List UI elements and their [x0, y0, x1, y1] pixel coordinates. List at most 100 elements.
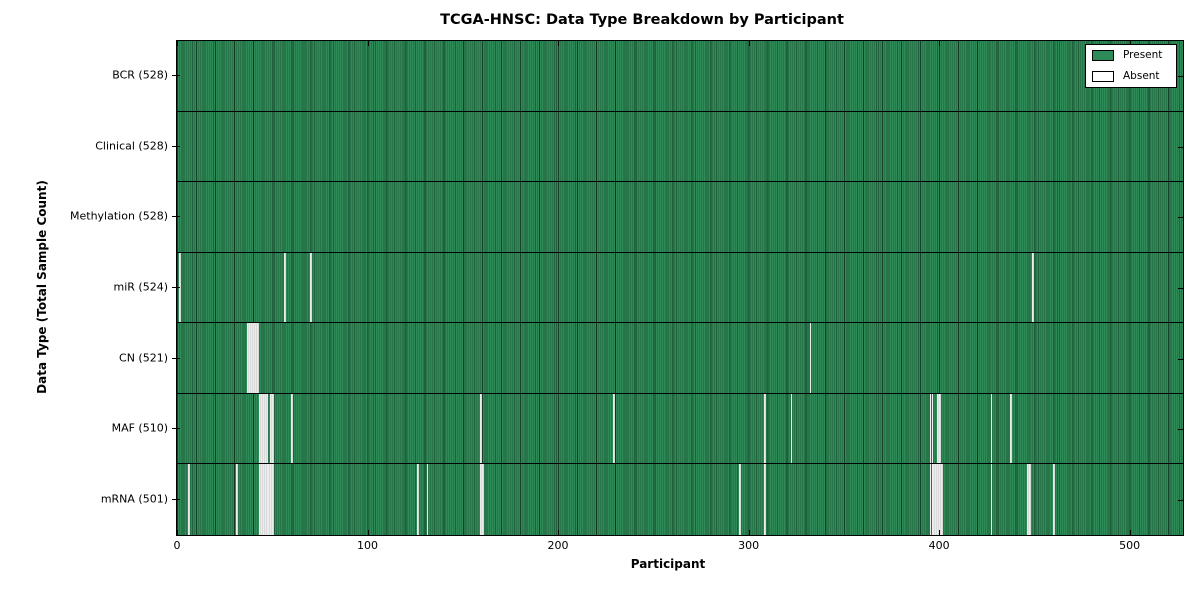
absent-stripe [1032, 252, 1035, 323]
absent-stripe [247, 323, 250, 393]
y-tick-label: BCR (528) [112, 68, 168, 82]
x-tick-mark-bottom [558, 530, 560, 535]
x-tick-mark-bottom [367, 530, 369, 535]
absent-stripe [264, 464, 267, 535]
y-tick-mark-left [172, 357, 180, 359]
y-tick-mark-left [172, 145, 180, 147]
y-tick-mark-right [1178, 499, 1183, 501]
x-tick-label: 100 [357, 539, 379, 552]
heatmap-row-mrna [177, 464, 1183, 535]
x-axis-label: Participant [630, 557, 706, 571]
absent-stripe [188, 464, 191, 535]
x-tick-mark-top [939, 41, 941, 46]
absent-stripe [272, 464, 275, 535]
absent-stripe [426, 464, 429, 535]
absent-stripe [270, 393, 273, 464]
absent-stripe [1009, 393, 1012, 464]
absent-stripe [990, 393, 993, 464]
absent-stripe [937, 393, 940, 464]
present-swatch [1092, 50, 1114, 61]
absent-stripe [283, 252, 286, 323]
legend-label-absent: Absent [1123, 70, 1160, 83]
y-tick-label: MAF (510) [111, 421, 168, 435]
y-tick-label: Clinical (528) [95, 139, 168, 153]
legend: Present Absent [1085, 44, 1177, 88]
absent-stripe [266, 464, 269, 535]
absent-stripe [935, 464, 938, 535]
y-tick-mark-right [1178, 217, 1183, 219]
absent-stripe [270, 464, 273, 535]
absent-stripe [310, 252, 313, 323]
absent-stripe [479, 393, 482, 464]
x-tick-mark-top [558, 41, 560, 46]
absent-stripe [249, 323, 252, 393]
absent-stripe [1028, 464, 1031, 535]
plot-area [176, 40, 1184, 536]
x-tick-mark-bottom [748, 530, 750, 535]
absent-stripe [262, 393, 265, 464]
absent-stripe [763, 393, 766, 464]
absent-stripe [260, 464, 263, 535]
absent-stripe [613, 393, 616, 464]
absent-stripe [260, 393, 263, 464]
absent-stripe [939, 393, 941, 464]
heatmap-row-mir [177, 252, 1183, 324]
x-tick-mark-bottom [1129, 530, 1131, 535]
absent-stripe [481, 464, 484, 535]
y-tick-mark-left [172, 216, 180, 218]
absent-stripe [258, 393, 261, 464]
absent-stripe [417, 464, 419, 535]
absent-stripe [790, 393, 793, 464]
legend-entry-present: Present [1092, 50, 1170, 61]
absent-stripe [931, 464, 934, 535]
x-tick-label: 0 [173, 539, 181, 552]
absent-stripe [236, 464, 238, 535]
absent-stripe [933, 464, 936, 535]
absent-stripe [266, 393, 269, 464]
chart-title: TCGA-HNSC: Data Type Breakdown by Partic… [440, 12, 844, 28]
y-tick-label: Methylation (528) [70, 209, 168, 223]
y-tick-label: CN (521) [119, 351, 168, 365]
absent-stripe [929, 393, 932, 464]
absent-stripe [929, 464, 932, 535]
absent-stripe [262, 464, 265, 535]
absent-swatch [1092, 71, 1114, 82]
y-tick-mark-left [172, 428, 180, 430]
absent-stripe [258, 464, 261, 535]
x-tick-mark-bottom [939, 530, 941, 535]
absent-stripe [1026, 464, 1029, 535]
y-tick-label: mRNA (501) [100, 492, 168, 506]
heatmap-row-bcr [177, 41, 1183, 112]
x-tick-label: 300 [738, 539, 760, 552]
x-tick-mark-top [367, 41, 369, 46]
absent-stripe [257, 323, 259, 393]
absent-stripe [1053, 464, 1056, 535]
y-tick-label: miR (524) [113, 280, 169, 294]
absent-stripe [291, 393, 294, 464]
legend-entry-absent: Absent [1092, 71, 1170, 82]
y-tick-mark-left [172, 287, 180, 288]
absent-stripe [272, 393, 275, 464]
absent-stripe [255, 323, 257, 393]
x-tick-mark-top [177, 41, 178, 46]
heatmap-row-cn [177, 323, 1183, 394]
absent-stripe [739, 464, 741, 535]
absent-stripe [251, 323, 254, 393]
x-tick-label: 200 [547, 539, 569, 552]
y-tick-mark-right [1178, 358, 1183, 360]
y-tick-mark-right [1178, 76, 1183, 78]
absent-stripe [763, 464, 766, 535]
absent-stripe [941, 464, 943, 535]
heatmap-row-methylation [177, 182, 1183, 253]
y-tick-mark-right [1178, 146, 1183, 148]
x-tick-label: 500 [1119, 539, 1141, 552]
y-tick-mark-right [1178, 288, 1183, 289]
absent-stripe [937, 464, 940, 535]
x-tick-mark-top [748, 41, 750, 46]
x-tick-mark-bottom [177, 530, 178, 535]
y-tick-mark-left [172, 498, 180, 500]
heatmap-row-clinical [177, 111, 1183, 183]
y-tick-mark-left [172, 75, 180, 77]
x-tick-mark-top [1129, 41, 1131, 46]
